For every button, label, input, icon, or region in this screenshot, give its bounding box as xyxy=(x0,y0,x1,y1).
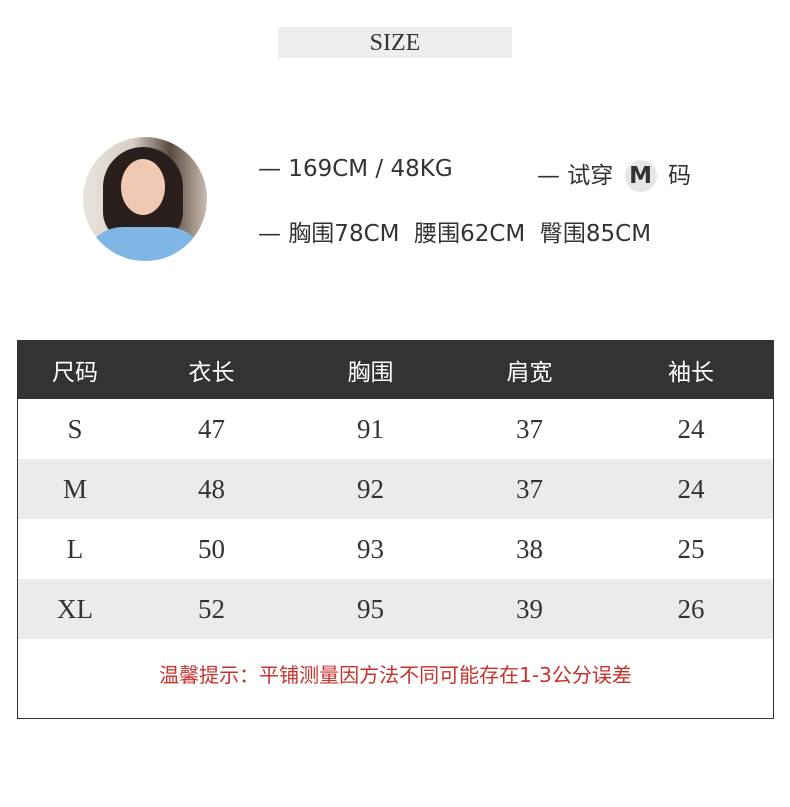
model-height-weight: — 169CM / 48KG xyxy=(258,156,453,182)
table-cell: 37 xyxy=(516,473,543,504)
table-cell: 92 xyxy=(357,473,384,504)
model-measurements: — 胸围78CM 腰围62CM 臀围85CM xyxy=(258,221,652,247)
header-cell: 袖长 xyxy=(668,360,714,386)
size-title: SIZE xyxy=(278,27,512,58)
table-cell: 93 xyxy=(357,533,384,564)
table-row: S 47 91 37 24 xyxy=(18,399,773,459)
table-cell: 37 xyxy=(516,413,543,444)
model-avatar xyxy=(83,137,207,261)
table-cell: 38 xyxy=(516,533,543,564)
try-suffix: 码 xyxy=(667,163,691,189)
header-cell: 胸围 xyxy=(347,360,394,386)
table-cell: 24 xyxy=(677,473,705,504)
table-cell: 47 xyxy=(198,413,225,444)
table-cell: L xyxy=(66,533,84,564)
table-cell: 95 xyxy=(357,593,384,624)
table-cell: 48 xyxy=(198,473,225,504)
model-try-size: — 试穿 M 码 xyxy=(537,156,691,192)
table-cell: 26 xyxy=(677,593,705,624)
table-row: L 50 93 38 25 xyxy=(18,519,773,579)
size-table: 尺码 衣长 胸围 肩宽 袖长 S 47 91 37 24 M 48 92 37 … xyxy=(17,340,774,719)
try-prefix: — 试穿 xyxy=(537,163,614,189)
header-cell: 肩宽 xyxy=(506,360,553,386)
header-cell: 尺码 xyxy=(52,360,98,386)
table-cell: M xyxy=(62,473,87,504)
table-cell: 24 xyxy=(677,413,705,444)
measurement-note: 温馨提示：平铺测量因方法不同可能存在1-3公分误差 xyxy=(159,663,632,687)
table-cell: 91 xyxy=(357,413,384,444)
table-cell: 52 xyxy=(198,593,225,624)
try-size-badge: M xyxy=(624,160,657,192)
table-cell: 25 xyxy=(677,533,705,564)
table-cell: 50 xyxy=(198,533,225,564)
table-cell: 39 xyxy=(516,593,543,624)
table-cell: XL xyxy=(57,593,93,624)
table-row: XL 52 95 39 26 xyxy=(18,579,773,639)
header-cell: 衣长 xyxy=(188,360,235,386)
table-header: 尺码 衣长 胸围 肩宽 袖长 xyxy=(18,341,773,399)
table-row: M 48 92 37 24 xyxy=(18,459,773,519)
table-cell: S xyxy=(67,413,83,444)
